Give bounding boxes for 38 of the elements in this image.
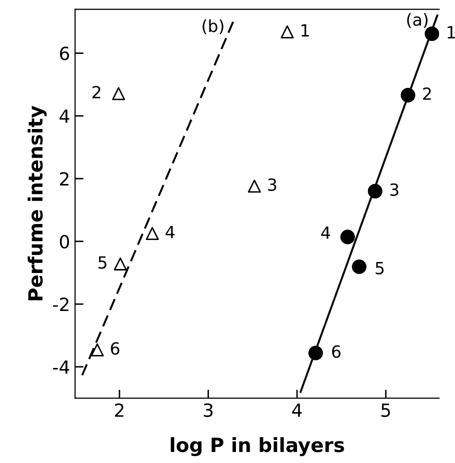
x-tick-label: 3 xyxy=(204,403,213,418)
annotation: 4 xyxy=(166,226,174,238)
annotation: 5 xyxy=(98,256,106,269)
annotation: 1 xyxy=(448,26,455,38)
annotation: (a) xyxy=(407,13,428,28)
annotation: 4 xyxy=(321,226,330,239)
y-axis-title: Perfume intensity xyxy=(28,106,47,300)
point xyxy=(280,25,294,38)
point xyxy=(368,184,382,198)
x-axis-title: log P in bilayers xyxy=(170,437,344,456)
annotation: (b) xyxy=(202,19,224,34)
annotation: 3 xyxy=(390,183,398,196)
y-tick-label: -4 xyxy=(53,360,70,374)
point xyxy=(424,26,440,42)
annotation: 1 xyxy=(302,24,309,36)
point xyxy=(146,227,159,240)
point xyxy=(114,257,127,270)
annotation: 3 xyxy=(268,178,276,191)
y-tick-label: -2 xyxy=(53,298,68,311)
annotation: 2 xyxy=(92,86,100,98)
y-tick-label: 4 xyxy=(60,110,70,123)
point xyxy=(112,87,126,100)
y-tick-label: 2 xyxy=(60,172,68,186)
x-tick-label: 4 xyxy=(292,404,302,417)
point xyxy=(90,343,104,356)
point xyxy=(308,346,323,360)
x-tick-label: 5 xyxy=(381,404,390,418)
point xyxy=(340,230,355,244)
point xyxy=(400,88,416,102)
point xyxy=(248,180,261,193)
point xyxy=(352,259,366,274)
annotation: 5 xyxy=(376,262,384,274)
annotation: 6 xyxy=(110,342,120,355)
x-tick-label: 2 xyxy=(115,403,124,417)
annotation: 6 xyxy=(332,345,341,358)
y-tick-label: 0 xyxy=(60,234,70,248)
y-tick-label: 6 xyxy=(60,46,70,60)
annotation: 2 xyxy=(423,87,431,100)
